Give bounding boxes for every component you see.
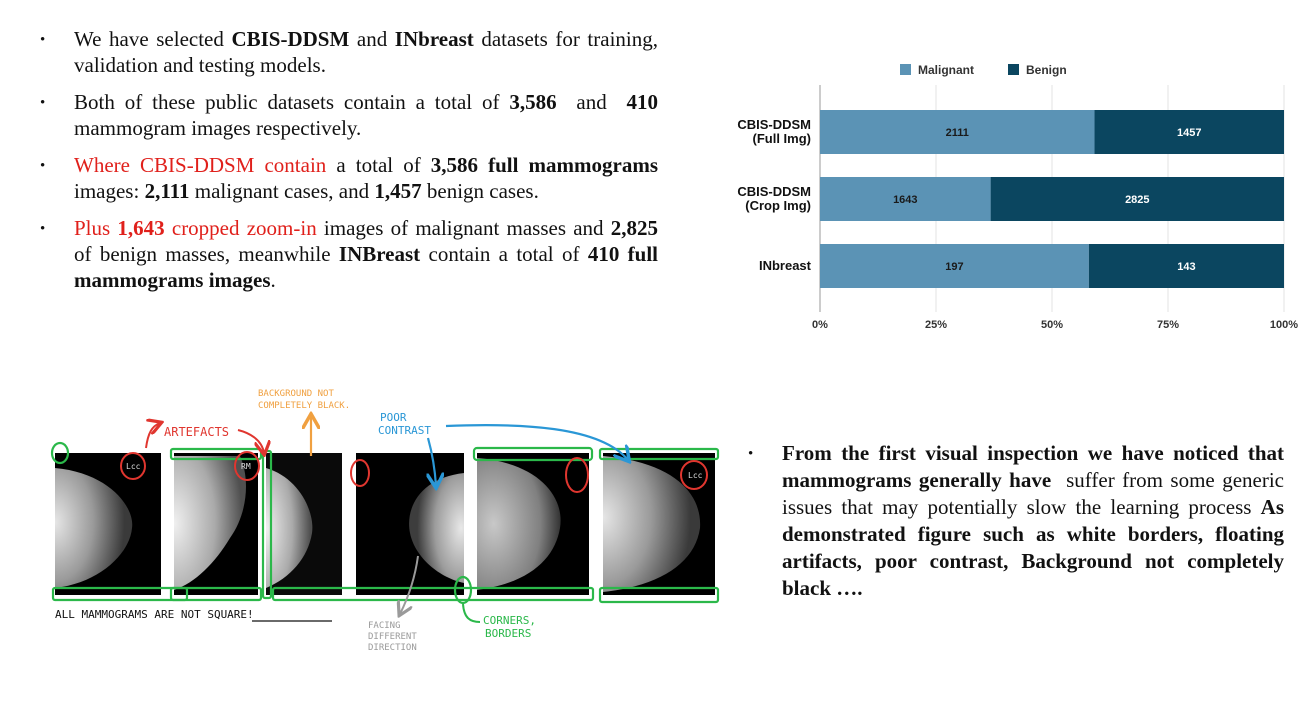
- annotation-background-line1: BACKGROUND NOT: [258, 389, 334, 399]
- mammogram-image-4: [356, 453, 464, 595]
- legend-swatch-benign: [1008, 64, 1019, 75]
- dataset-stacked-bar-chart: 0% 25% 50% 75% 100% Malignant Benign 2111 1457 CB…: [737, 63, 1298, 331]
- legend-label-benign: Benign: [1026, 63, 1067, 77]
- annotation-artefacts-text: ARTEFACTS: [164, 425, 229, 439]
- mammogram-image-5: [477, 453, 589, 595]
- bar-benign: [990, 177, 1284, 221]
- annotation-poor-contrast-line2: CONTRAST: [378, 424, 431, 437]
- category-label: (Crop Img): [745, 198, 811, 213]
- bullet-dataset-totals: Both of these public datasets contain a …: [40, 89, 658, 141]
- annotation-not-square: ALL MAMMOGRAMS ARE NOT SQUARE!: [55, 608, 332, 622]
- image-labels: Lcc RM Lcc: [126, 462, 703, 480]
- x-tick-label: 100%: [1270, 319, 1298, 331]
- category-label: INbreast: [759, 258, 812, 273]
- mammogram-image-2: [174, 453, 258, 595]
- x-tick-label: 25%: [925, 319, 947, 331]
- annotation-not-square-text: ALL MAMMOGRAMS ARE NOT SQUARE!: [55, 608, 254, 621]
- annotation-poor-contrast-line1: POOR: [380, 411, 407, 424]
- legend-label-malignant: Malignant: [918, 63, 974, 77]
- mammogram-image-6: [603, 453, 715, 595]
- mammogram-image-3: [266, 453, 342, 595]
- annotation-background-line2: COMPLETELY BLACK.: [258, 401, 350, 411]
- observation-bullet: From the first visual inspection we have…: [748, 440, 1284, 602]
- bullet-visual-inspection: From the first visual inspection we have…: [748, 440, 1284, 602]
- bar-malignant: [820, 244, 1089, 288]
- bullet-cbis-full: Where CBIS-DDSM contain a total of 3,586…: [40, 152, 658, 204]
- category-label: (Full Img): [753, 131, 812, 146]
- category-label: CBIS-DDSM: [737, 117, 811, 132]
- annotation-facing-line2: DIFFERENT: [368, 632, 417, 642]
- bar-value-label: 2111: [946, 127, 969, 139]
- bar-value-label: 1457: [1177, 127, 1201, 139]
- svg-text:Lcc: Lcc: [126, 462, 141, 471]
- legend-swatch-malignant: [900, 64, 911, 75]
- bullet-cropped-inbreast: Plus 1,643 cropped zoom-in images of mal…: [40, 215, 658, 293]
- annotation-facing-line3: DIRECTION: [368, 643, 417, 653]
- bar-value-label: 197: [945, 261, 963, 273]
- annotation-facing: FACING DIFFERENT DIRECTION: [368, 555, 419, 653]
- x-tick-label: 75%: [1157, 319, 1179, 331]
- bullet-list: We have selected CBIS-DDSM and INbreast …: [40, 26, 658, 304]
- artefact-circles: [120, 451, 708, 493]
- bar-malignant: [820, 177, 991, 221]
- bar-value-label: 143: [1177, 261, 1195, 273]
- annotation-corners-line2: BORDERS: [485, 627, 531, 640]
- bar-benign: [1094, 110, 1284, 154]
- bar-value-label: 1643: [893, 194, 917, 206]
- annotation-background: BACKGROUND NOT COMPLETELY BLACK.: [258, 389, 350, 456]
- x-tick-label: 0%: [812, 319, 828, 331]
- annotation-poor-contrast: POOR CONTRAST: [378, 411, 628, 486]
- bar-value-label: 2825: [1125, 194, 1149, 206]
- bar-malignant: [820, 110, 1095, 154]
- annotation-facing-line1: FACING: [368, 621, 401, 631]
- mammogram-image-1: [55, 453, 161, 595]
- bullet-datasets-selected: We have selected CBIS-DDSM and INbreast …: [40, 26, 658, 78]
- category-label: CBIS-DDSM: [737, 184, 811, 199]
- mammogram-issues-illustration: Lcc RM Lcc ARTEFACTS BACKGROUND NOT COMPLE…: [50, 389, 720, 653]
- x-tick-label: 50%: [1041, 319, 1063, 331]
- annotation-corners-line1: CORNERS,: [483, 614, 536, 627]
- svg-text:RM: RM: [241, 462, 251, 471]
- annotation-artefacts: ARTEFACTS: [145, 423, 264, 453]
- bar-benign: [1088, 244, 1284, 288]
- annotation-corners: CORNERS, BORDERS: [462, 603, 536, 640]
- svg-text:Lcc: Lcc: [688, 471, 703, 480]
